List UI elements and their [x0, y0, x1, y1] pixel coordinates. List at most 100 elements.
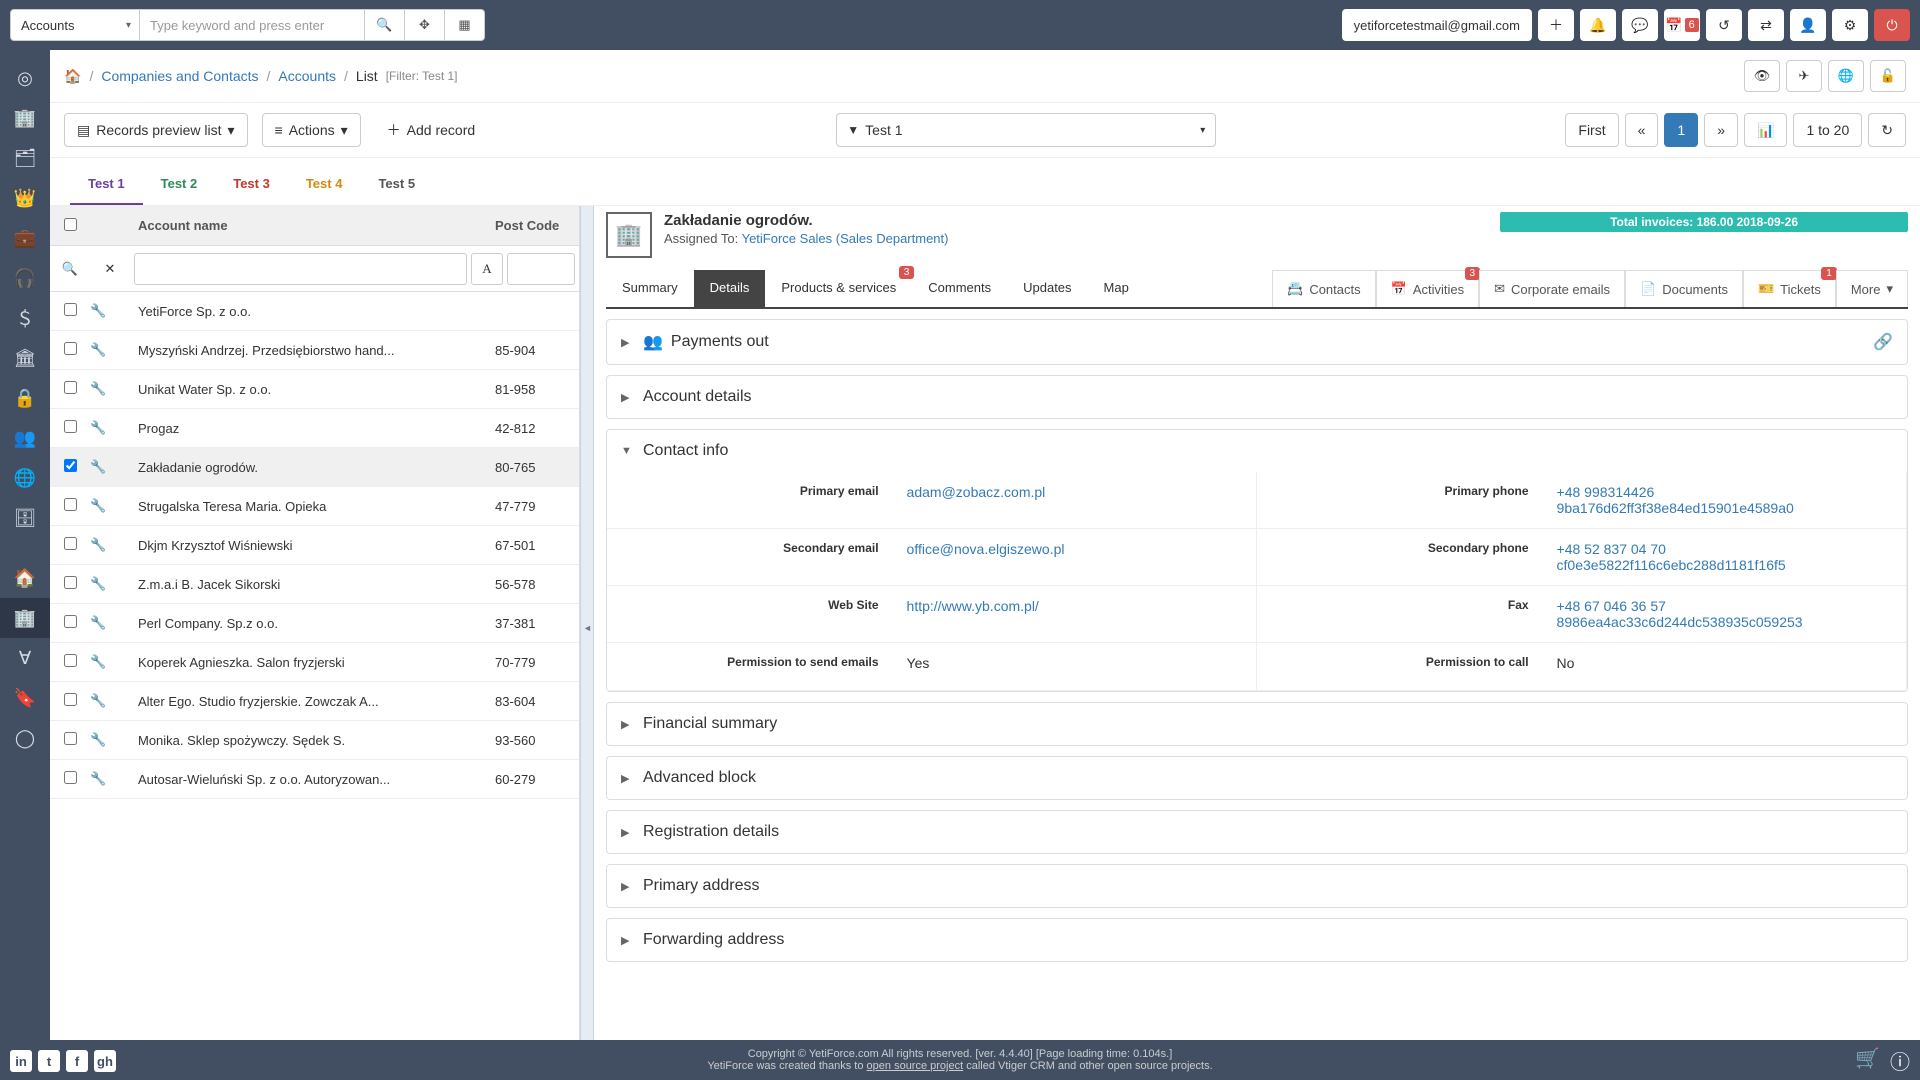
bell-icon[interactable]: 🔔: [1580, 9, 1616, 41]
rtab-activities[interactable]: 📅 Activities3: [1376, 270, 1479, 307]
page-prev-button[interactable]: «: [1625, 113, 1659, 147]
wrench-icon[interactable]: 🔧: [90, 654, 130, 670]
row-checkbox[interactable]: [64, 576, 77, 589]
list-row[interactable]: 🔧Alter Ego. Studio fryzjerskie. Zowczak …: [50, 682, 579, 721]
nav-dashboard-icon[interactable]: ◎: [0, 58, 50, 98]
val-secondary-email[interactable]: office@nova.elgiszewo.pl: [907, 541, 1242, 557]
list-row[interactable]: 🔧Progaz42-812: [50, 409, 579, 448]
row-checkbox[interactable]: [64, 420, 77, 433]
block-header-registration[interactable]: ▶Registration details: [607, 811, 1907, 853]
wrench-icon[interactable]: 🔧: [90, 459, 130, 475]
block-header-financial-summary[interactable]: ▶Financial summary: [607, 703, 1907, 745]
rtab-more[interactable]: More ▾: [1836, 270, 1908, 307]
wrench-icon[interactable]: 🔧: [90, 732, 130, 748]
nav-globe-icon[interactable]: 🌐: [0, 458, 50, 498]
clear-icon[interactable]: ✕: [90, 261, 130, 277]
val-fax2[interactable]: 8986ea4ac33c6d244dc538935c059253: [1557, 614, 1892, 630]
swap-icon[interactable]: ⇄: [1748, 9, 1784, 41]
linkedin-icon[interactable]: in: [10, 1050, 32, 1072]
test-tab-1[interactable]: Test 1: [70, 168, 143, 205]
tab-summary[interactable]: Summary: [606, 270, 694, 307]
header-post-code[interactable]: Post Code: [495, 218, 579, 233]
block-header-advanced[interactable]: ▶Advanced block: [607, 757, 1907, 799]
nav-home-icon[interactable]: 🏠: [0, 558, 50, 598]
block-header-payments-out[interactable]: ▶ 👥 Payments out 🔗: [607, 320, 1907, 364]
module-selector[interactable]: Accounts: [10, 9, 140, 41]
github-icon[interactable]: gh: [94, 1050, 116, 1072]
list-row[interactable]: 🔧Perl Company. Sp.z o.o.37-381: [50, 604, 579, 643]
footer-link[interactable]: open source project: [867, 1060, 964, 1072]
list-row[interactable]: 🔧Monika. Sklep spożywczy. Sędek S.93-560: [50, 721, 579, 760]
tab-map[interactable]: Map: [1088, 270, 1145, 307]
val-primary-phone2[interactable]: 9ba176d62ff3f38e84ed15901e4589a0: [1557, 500, 1892, 516]
font-toggle-button[interactable]: A: [471, 253, 503, 285]
test-tab-3[interactable]: Test 3: [215, 168, 288, 205]
wrench-icon[interactable]: 🔧: [90, 576, 130, 592]
wrench-icon[interactable]: 🔧: [90, 615, 130, 631]
refresh-icon[interactable]: ↻: [1868, 113, 1906, 147]
page-next-button[interactable]: »: [1704, 113, 1738, 147]
send-icon[interactable]: ✈: [1786, 60, 1822, 92]
list-row[interactable]: 🔧Dkjm Krzysztof Wiśniewski67-501: [50, 526, 579, 565]
nav-filter-icon[interactable]: ∀: [0, 638, 50, 678]
globe-icon[interactable]: 🌐: [1828, 60, 1864, 92]
nav-briefcase-icon[interactable]: 💼: [0, 218, 50, 258]
actions-button[interactable]: ≡ Actions ▾: [262, 113, 361, 147]
list-row[interactable]: 🔧YetiForce Sp. z o.o.: [50, 292, 579, 331]
nav-lock-icon[interactable]: 🔒: [0, 378, 50, 418]
tab-details[interactable]: Details: [694, 270, 766, 307]
val-fax[interactable]: +48 67 046 36 57: [1557, 598, 1892, 614]
crumb-root[interactable]: Companies and Contacts: [101, 68, 258, 84]
home-icon[interactable]: 🏠: [64, 68, 81, 85]
nav-circle-icon[interactable]: ◯: [0, 718, 50, 758]
target-icon[interactable]: ✥: [405, 9, 445, 41]
wrench-icon[interactable]: 🔧: [90, 381, 130, 397]
nav-dollar-icon[interactable]: ＄: [0, 298, 50, 338]
grid-icon[interactable]: ▦: [445, 9, 485, 41]
block-header-account-details[interactable]: ▶ Account details: [607, 376, 1907, 418]
search-post-input[interactable]: [507, 253, 575, 285]
twitter-icon[interactable]: t: [38, 1050, 60, 1072]
plus-icon[interactable]: ＋: [1538, 9, 1574, 41]
row-checkbox[interactable]: [64, 537, 77, 550]
wrench-icon[interactable]: 🔧: [90, 537, 130, 553]
test-tab-4[interactable]: Test 4: [288, 168, 361, 205]
row-checkbox[interactable]: [64, 303, 77, 316]
wrench-icon[interactable]: 🔧: [90, 693, 130, 709]
row-checkbox[interactable]: [64, 732, 77, 745]
add-record-button[interactable]: ＋ Add record: [375, 113, 487, 147]
cart-icon[interactable]: 🛒: [1855, 1046, 1880, 1075]
tab-comments[interactable]: Comments: [912, 270, 1007, 307]
crumb-module[interactable]: Accounts: [278, 68, 336, 84]
wrench-icon[interactable]: 🔧: [90, 342, 130, 358]
wrench-icon[interactable]: 🔧: [90, 420, 130, 436]
block-header-contact-info[interactable]: ▼ Contact info: [607, 430, 1907, 472]
val-primary-email[interactable]: adam@zobacz.com.pl: [907, 484, 1242, 500]
nav-accounts-icon[interactable]: 🏢: [0, 598, 50, 638]
nav-crown-icon[interactable]: 👑: [0, 178, 50, 218]
search-name-input[interactable]: [134, 253, 467, 285]
row-checkbox[interactable]: [64, 459, 77, 472]
nav-people-icon[interactable]: 👥: [0, 418, 50, 458]
block-header-primary-address[interactable]: ▶Primary address: [607, 865, 1907, 907]
nav-database-icon[interactable]: 🗄: [0, 498, 50, 538]
val-primary-phone[interactable]: +48 998314426: [1557, 484, 1892, 500]
tab-products[interactable]: Products & services3: [765, 270, 912, 307]
tab-updates[interactable]: Updates: [1007, 270, 1087, 307]
nav-layers-icon[interactable]: 🗂: [0, 138, 50, 178]
facebook-icon[interactable]: f: [66, 1050, 88, 1072]
info-icon[interactable]: ⓘ: [1890, 1046, 1910, 1075]
block-header-forwarding-address[interactable]: ▶Forwarding address: [607, 919, 1907, 961]
row-checkbox[interactable]: [64, 381, 77, 394]
val-secondary-phone[interactable]: +48 52 837 04 70: [1557, 541, 1892, 557]
row-checkbox[interactable]: [64, 498, 77, 511]
list-row[interactable]: 🔧Myszyński Andrzej. Przedsiębiorstwo han…: [50, 331, 579, 370]
wrench-icon[interactable]: 🔧: [90, 771, 130, 787]
rtab-corp-emails[interactable]: ✉ Corporate emails: [1479, 270, 1625, 307]
gear-icon[interactable]: ⚙: [1832, 9, 1868, 41]
list-row[interactable]: 🔧Autosar-Wieluński Sp. z o.o. Autoryzowa…: [50, 760, 579, 799]
nav-bank-icon[interactable]: 🏛: [0, 338, 50, 378]
val-website[interactable]: http://www.yb.com.pl/: [907, 598, 1242, 614]
rtab-documents[interactable]: 📄 Documents: [1625, 270, 1743, 307]
stats-icon[interactable]: 📊: [1744, 113, 1787, 147]
